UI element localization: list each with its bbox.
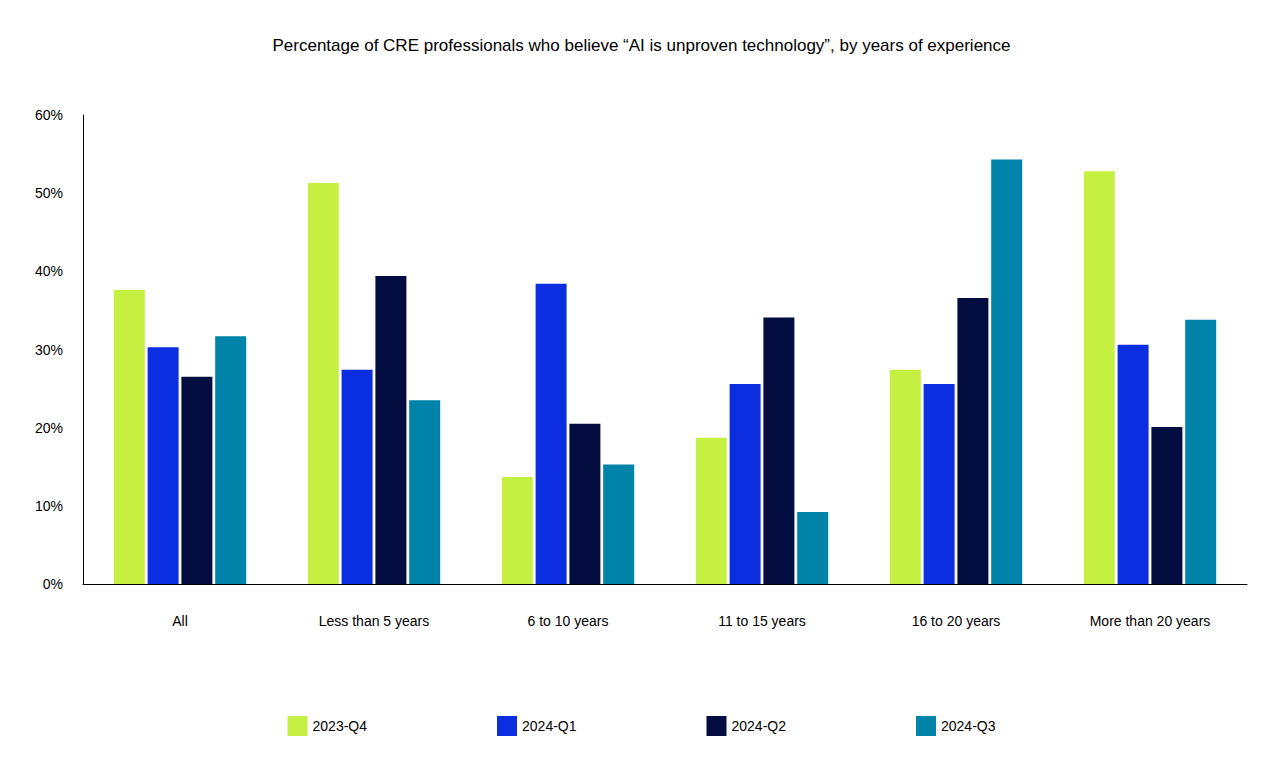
svg-text:2024-Q2: 2024-Q2 [732, 718, 787, 734]
svg-text:Less than 5 years: Less than 5 years [319, 613, 430, 629]
svg-text:50%: 50% [35, 185, 63, 201]
svg-text:30%: 30% [35, 342, 63, 358]
svg-text:2024-Q3: 2024-Q3 [941, 718, 996, 734]
svg-text:6 to 10 years: 6 to 10 years [528, 613, 609, 629]
svg-text:16 to 20 years: 16 to 20 years [912, 613, 1001, 629]
svg-text:20%: 20% [35, 420, 63, 436]
svg-text:11 to 15 years: 11 to 15 years [718, 613, 806, 629]
svg-text:All: All [172, 613, 188, 629]
svg-text:Percentage of CRE professional: Percentage of CRE professionals who beli… [272, 36, 1010, 55]
svg-text:2024-Q1: 2024-Q1 [522, 718, 577, 734]
svg-text:40%: 40% [35, 263, 63, 279]
svg-text:More than 20 years: More than 20 years [1090, 613, 1211, 629]
svg-text:0%: 0% [43, 576, 63, 592]
svg-text:60%: 60% [35, 107, 63, 123]
svg-text:2023-Q4: 2023-Q4 [313, 718, 368, 734]
svg-text:10%: 10% [35, 498, 63, 514]
